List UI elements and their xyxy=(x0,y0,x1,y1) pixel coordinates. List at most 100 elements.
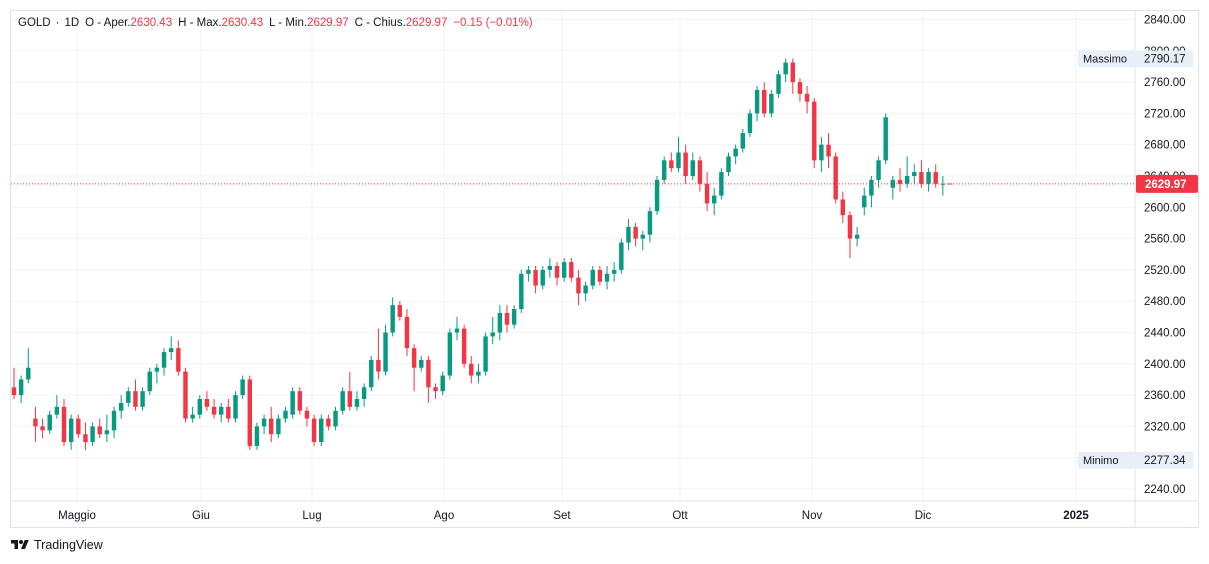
candle[interactable] xyxy=(719,168,724,200)
candle[interactable] xyxy=(669,152,674,173)
candle[interactable] xyxy=(876,156,881,188)
candle[interactable] xyxy=(469,355,474,384)
candle[interactable] xyxy=(361,383,367,407)
candle[interactable] xyxy=(890,176,896,200)
candle[interactable] xyxy=(197,395,202,419)
candle[interactable] xyxy=(711,187,717,216)
candle[interactable] xyxy=(118,395,124,419)
candle[interactable] xyxy=(547,258,553,278)
candle[interactable] xyxy=(83,422,88,450)
candle[interactable] xyxy=(847,211,853,259)
candle[interactable] xyxy=(869,176,874,208)
candle[interactable] xyxy=(604,265,610,290)
candle[interactable] xyxy=(390,297,395,337)
candle[interactable] xyxy=(204,391,210,411)
candle[interactable] xyxy=(68,414,74,450)
candle[interactable] xyxy=(147,367,152,396)
candle[interactable] xyxy=(504,305,510,333)
candle[interactable] xyxy=(340,387,345,415)
candle[interactable] xyxy=(447,328,453,380)
candle[interactable] xyxy=(611,262,617,282)
candle[interactable] xyxy=(633,222,638,247)
candle[interactable] xyxy=(411,344,417,392)
candle[interactable] xyxy=(626,219,631,251)
candle[interactable] xyxy=(354,391,360,411)
candle[interactable] xyxy=(776,70,781,98)
candle[interactable] xyxy=(426,355,431,403)
candle[interactable] xyxy=(183,367,188,423)
candle[interactable] xyxy=(654,176,660,216)
candle[interactable] xyxy=(97,418,102,439)
candle[interactable] xyxy=(540,265,545,290)
candle[interactable] xyxy=(676,136,681,173)
candle[interactable] xyxy=(476,363,481,384)
candle[interactable] xyxy=(483,332,488,376)
candle[interactable] xyxy=(161,348,167,376)
candle[interactable] xyxy=(704,172,710,212)
candle[interactable] xyxy=(840,191,846,223)
candle[interactable] xyxy=(826,132,831,169)
candle[interactable] xyxy=(126,387,131,407)
candle[interactable] xyxy=(726,152,731,176)
candle[interactable] xyxy=(812,97,817,169)
candle[interactable] xyxy=(533,265,538,294)
candle[interactable] xyxy=(747,109,753,137)
candle[interactable] xyxy=(168,336,174,360)
candle[interactable] xyxy=(190,406,195,423)
candle[interactable] xyxy=(583,281,588,302)
candle[interactable] xyxy=(819,136,824,173)
candle[interactable] xyxy=(176,340,181,376)
candle[interactable] xyxy=(26,348,31,384)
candle[interactable] xyxy=(576,269,581,306)
candle[interactable] xyxy=(497,305,503,341)
candle[interactable] xyxy=(883,113,888,165)
candle[interactable] xyxy=(940,176,946,196)
candle[interactable] xyxy=(697,156,703,192)
candle[interactable] xyxy=(404,309,410,356)
candle[interactable] xyxy=(461,324,467,368)
candle[interactable] xyxy=(490,316,495,345)
candle[interactable] xyxy=(740,129,746,153)
candle[interactable] xyxy=(904,156,910,188)
candle[interactable] xyxy=(783,58,788,83)
candle[interactable] xyxy=(90,422,95,446)
candle[interactable] xyxy=(11,367,17,400)
candle[interactable] xyxy=(926,168,931,192)
candle[interactable] xyxy=(590,265,595,290)
candle[interactable] xyxy=(333,406,338,431)
candle[interactable] xyxy=(383,324,388,376)
candle[interactable] xyxy=(862,187,867,216)
candle[interactable] xyxy=(133,379,138,411)
candle[interactable] xyxy=(261,414,267,435)
candle[interactable] xyxy=(61,399,67,446)
candle[interactable] xyxy=(797,78,803,102)
candle[interactable] xyxy=(211,399,217,419)
candle[interactable] xyxy=(347,371,353,411)
candle[interactable] xyxy=(690,152,695,180)
candle[interactable] xyxy=(54,395,60,419)
candle[interactable] xyxy=(226,399,231,423)
candle[interactable] xyxy=(804,86,810,114)
candle[interactable] xyxy=(619,238,624,274)
candle[interactable] xyxy=(433,383,438,400)
candle[interactable] xyxy=(733,144,738,165)
candle[interactable] xyxy=(640,230,645,251)
candle[interactable] xyxy=(218,402,224,423)
candle[interactable] xyxy=(297,387,303,415)
candle[interactable] xyxy=(283,406,288,423)
candle[interactable] xyxy=(661,156,667,184)
candle[interactable] xyxy=(919,160,924,188)
candle[interactable] xyxy=(647,207,653,243)
candle[interactable] xyxy=(754,86,760,122)
candle[interactable] xyxy=(376,328,381,380)
candle[interactable] xyxy=(769,89,774,118)
candle[interactable] xyxy=(511,305,517,329)
candle[interactable] xyxy=(369,355,374,392)
tradingview-brand[interactable]: TradingView xyxy=(10,538,103,552)
candle[interactable] xyxy=(254,422,260,450)
candle[interactable] xyxy=(276,414,281,439)
candle[interactable] xyxy=(319,414,324,446)
candle[interactable] xyxy=(111,406,117,439)
candle[interactable] xyxy=(40,418,45,439)
